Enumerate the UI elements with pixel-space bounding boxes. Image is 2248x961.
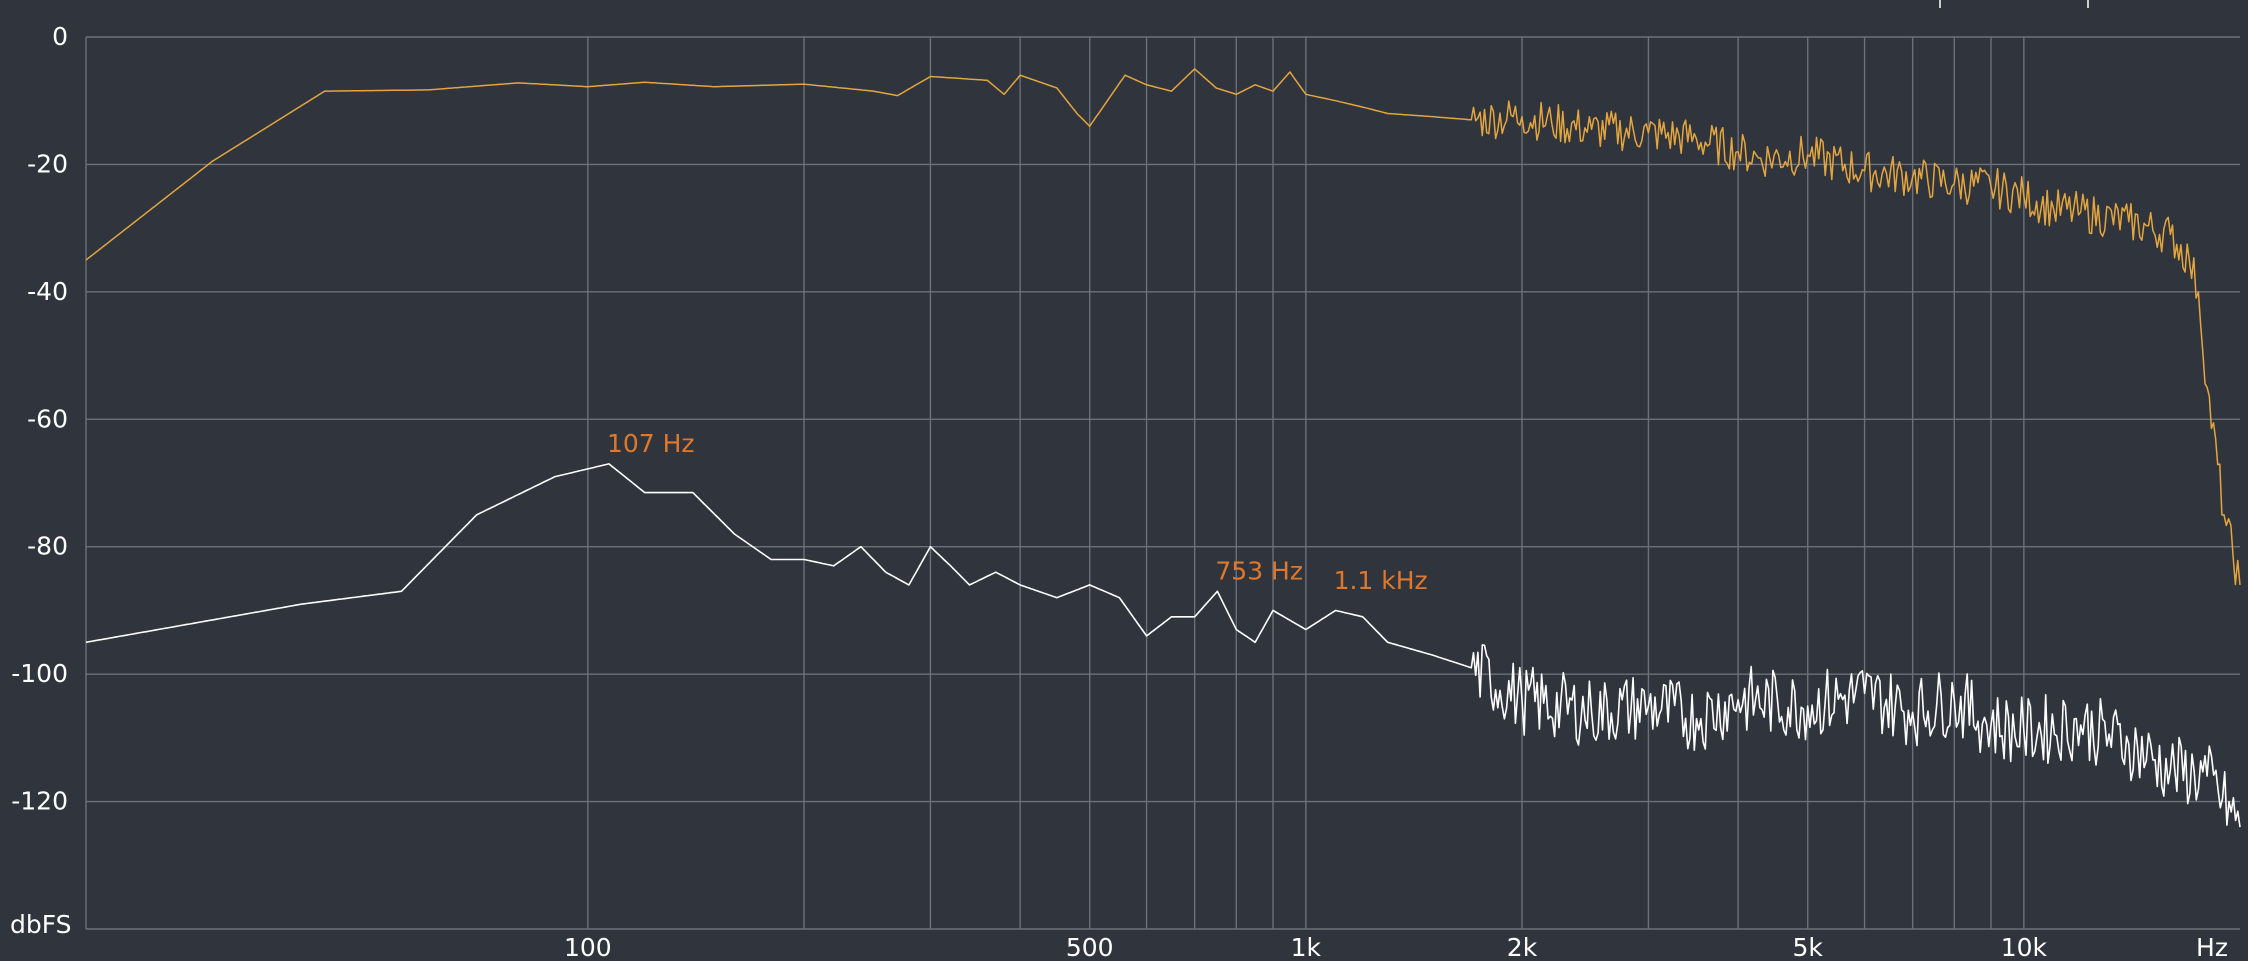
y-tick-label: 0	[52, 22, 68, 51]
peak-label: 1.1 kHz	[1334, 566, 1428, 595]
y-unit-label: dbFS	[10, 910, 72, 939]
y-tick-label: -120	[11, 787, 68, 816]
series-line-lower	[85, 463, 2241, 828]
y-tick-label: -40	[27, 277, 68, 306]
x-tick-label: 2k	[1507, 933, 1538, 961]
x-tick-label: 5k	[1793, 933, 1824, 961]
series-layer	[85, 68, 2241, 828]
y-tick-label: -100	[11, 659, 68, 688]
x-tick-label: 10k	[2001, 933, 2048, 961]
x-tick-label: 100	[564, 933, 612, 961]
series-line-upper	[85, 68, 2241, 586]
peak-label: 753 Hz	[1215, 556, 1303, 585]
y-tick-label: -20	[27, 149, 68, 178]
x-tick-label: 500	[1066, 933, 1114, 961]
grid-layer	[85, 36, 2240, 930]
x-unit-label: Hz	[2196, 933, 2228, 961]
label-layer: 0 -20 -40 -60 -80 -100 -120 dbFS 100 500 1k 2k 5k 10k…	[10, 22, 2228, 961]
x-tick-label: 1k	[1291, 933, 1322, 961]
y-tick-label: -80	[27, 532, 68, 561]
peak-label: 107 Hz	[607, 429, 695, 458]
y-tick-label: -60	[27, 404, 68, 433]
